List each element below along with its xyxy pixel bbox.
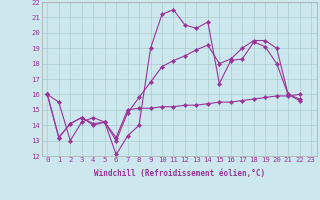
X-axis label: Windchill (Refroidissement éolien,°C): Windchill (Refroidissement éolien,°C): [94, 169, 265, 178]
